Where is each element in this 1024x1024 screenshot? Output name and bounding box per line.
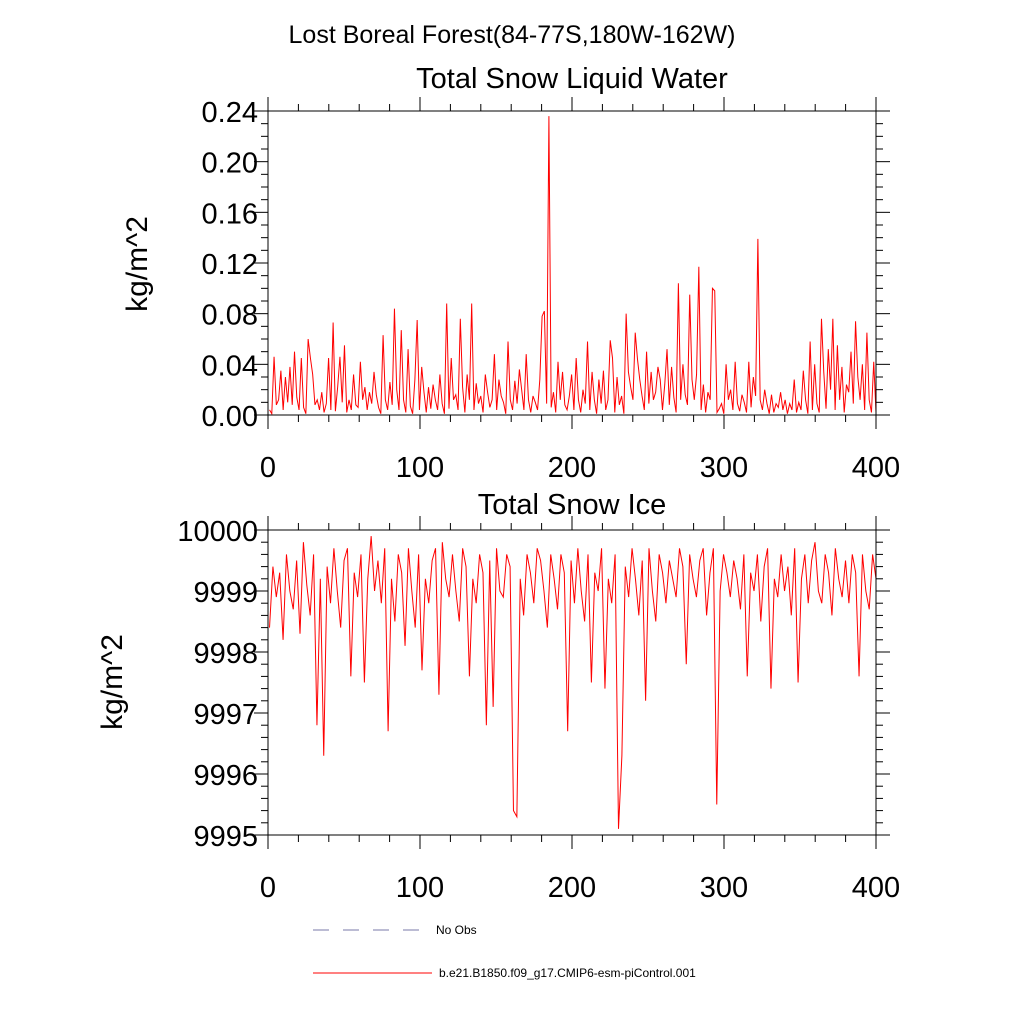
panel1-xtick-label: 300	[700, 452, 748, 484]
panel2-xtick-label: 100	[396, 872, 444, 904]
legend: No Obs b.e21.B1850.f09_g17.CMIP6-esm-piC…	[313, 923, 696, 980]
panel1-ytick-label: 0.16	[202, 198, 258, 230]
panel2-ytick-label: 10000	[177, 516, 258, 548]
legend-label-no-obs: No Obs	[436, 923, 477, 937]
panel1-series-line	[269, 116, 877, 416]
panel2-title: Total Snow Ice	[478, 489, 667, 521]
panel1-xtick-label: 100	[396, 452, 444, 484]
figure-title: Lost Boreal Forest(84-77S,180W-162W)	[289, 21, 736, 49]
panel1-xtick-label: 0	[260, 452, 276, 484]
panel2-ytick-label: 9997	[193, 699, 258, 731]
panel1-ytick-label: 0.24	[202, 97, 258, 129]
panel1-ytick-label: 0.08	[202, 300, 258, 332]
panel2-ylabel: kg/m^2	[96, 634, 129, 730]
panel1-ytick-label: 0.12	[202, 249, 258, 281]
panel1-frame	[267, 110, 877, 416]
legend-label-model: b.e21.B1850.f09_g17.CMIP6-esm-piControl.…	[439, 966, 696, 980]
panel2-y-axis: 9995 9996 9997 9998 9999 10000	[177, 516, 890, 853]
panel1-ytick-label: 0.04	[202, 350, 258, 382]
panel2-xtick-label: 200	[548, 872, 596, 904]
panel1-ylabel: kg/m^2	[121, 216, 154, 312]
panel2-xtick-label: 400	[852, 872, 900, 904]
panel2-ytick-label: 9998	[193, 638, 258, 670]
panel-snow-liquid-water: Total Snow Liquid Water kg/m^2 0.000.040…	[121, 63, 900, 484]
panel2-xtick-label: 0	[260, 872, 276, 904]
panel1-x-axis: 0 100 200 300 400	[260, 97, 900, 484]
panel1-ytick-label: 0.20	[202, 148, 258, 180]
panel2-x-axis: 0 100 200 300 400	[260, 516, 900, 904]
panel2-ytick-label: 9999	[193, 577, 258, 609]
panel1-xtick-label: 200	[548, 452, 596, 484]
panel2-ytick-label: 9996	[193, 760, 258, 792]
panel1-ytick-label: 0.00	[202, 401, 258, 433]
panel1-xtick-label: 400	[852, 452, 900, 484]
panel1-y-axis: 0.00 0.04 0.08 0.12 0.16 0.20 0.24	[202, 97, 890, 433]
panel2-frame	[267, 529, 877, 836]
panel1-title: Total Snow Liquid Water	[416, 63, 728, 95]
panel-snow-ice: Total Snow Ice kg/m^2 999599969997999899…	[96, 489, 900, 904]
panel2-ytick-label: 9995	[193, 821, 258, 853]
panel2-xtick-label: 300	[700, 872, 748, 904]
panel2-series-line	[269, 536, 877, 829]
